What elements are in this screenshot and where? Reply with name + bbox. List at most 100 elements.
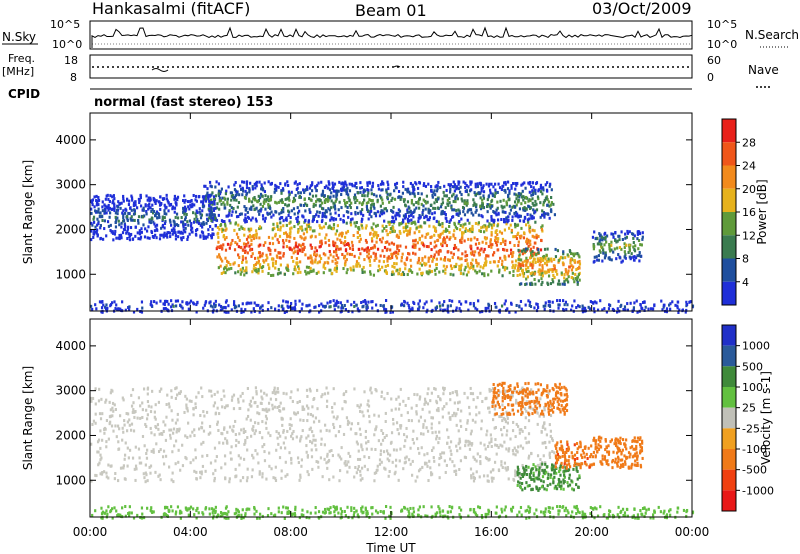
heatmap-cell — [548, 300, 551, 304]
heatmap-cell — [108, 211, 112, 215]
heatmap-cell — [537, 197, 540, 201]
heatmap-cell — [261, 304, 264, 308]
heatmap-cell — [501, 206, 504, 210]
heatmap-cell — [394, 458, 398, 462]
heatmap-cell — [185, 301, 189, 305]
heatmap-cell — [411, 270, 414, 274]
heatmap-cell — [427, 245, 430, 249]
heatmap-cell — [468, 405, 471, 409]
heatmap-cell — [100, 306, 104, 310]
heatmap-cell — [254, 429, 257, 433]
heatmap-cell — [636, 237, 639, 241]
heatmap-cell — [500, 304, 504, 308]
heatmap-cell — [248, 207, 251, 211]
heatmap-cell — [384, 419, 387, 423]
heatmap-cell — [146, 386, 150, 390]
heatmap-cell — [212, 207, 215, 211]
heatmap-cell — [541, 461, 544, 465]
heatmap-cell — [218, 227, 221, 231]
heatmap-cell — [523, 407, 527, 411]
heatmap-cell — [464, 186, 467, 190]
heatmap-cell — [244, 430, 247, 434]
heatmap-cell — [397, 478, 400, 482]
heatmap-cell — [434, 206, 437, 210]
heatmap-cell — [265, 197, 268, 201]
heatmap-cell — [410, 419, 413, 423]
heatmap-cell — [254, 207, 257, 211]
heatmap-cell — [381, 249, 384, 253]
heatmap-cell — [91, 198, 95, 202]
heatmap-cell — [403, 461, 406, 465]
heatmap-cell — [154, 470, 157, 474]
heatmap-cell — [204, 300, 208, 304]
heatmap-cell — [511, 429, 515, 433]
heatmap-cell — [267, 301, 270, 305]
heatmap-cell — [424, 400, 427, 404]
heatmap-cell — [476, 182, 479, 186]
heatmap-cell — [436, 206, 440, 210]
heatmap-cell — [442, 269, 445, 273]
heatmap-cell — [215, 218, 219, 222]
heatmap-cell — [108, 400, 111, 404]
heatmap-cell — [261, 397, 264, 401]
heatmap-cell — [281, 423, 284, 427]
heatmap-cell — [442, 258, 445, 262]
heatmap-cell — [380, 188, 383, 192]
heatmap-cell — [547, 274, 551, 278]
heatmap-cell — [304, 227, 307, 231]
heatmap-cell — [375, 471, 378, 475]
heatmap-cell — [150, 231, 154, 235]
heatmap-cell — [359, 433, 362, 437]
heatmap-cell — [425, 270, 428, 274]
heatmap-cell — [492, 218, 495, 222]
heatmap-cell — [528, 224, 531, 228]
heatmap-cell — [214, 468, 217, 472]
heatmap-cell — [529, 247, 533, 251]
heatmap-cell — [95, 307, 98, 311]
heatmap-cell — [535, 233, 538, 237]
heatmap-cell — [519, 444, 522, 448]
heatmap-cell — [608, 245, 611, 249]
heatmap-cell — [319, 456, 322, 460]
heatmap-cell — [492, 209, 495, 213]
heatmap-cell — [289, 417, 292, 421]
heatmap-cell — [528, 180, 532, 184]
heatmap-cell — [274, 187, 278, 191]
heatmap-cell — [638, 259, 641, 263]
heatmap-cell — [200, 200, 203, 204]
heatmap-cell — [581, 307, 584, 311]
heatmap-cell — [327, 181, 331, 185]
heatmap-cell — [569, 258, 572, 262]
heatmap-cell — [472, 304, 476, 308]
heatmap-cell — [382, 182, 385, 186]
heatmap-cell — [158, 473, 161, 477]
heatmap-cell — [226, 197, 229, 201]
heatmap-cell — [453, 265, 456, 269]
heatmap-cell — [229, 243, 232, 247]
heatmap-cell — [457, 429, 460, 433]
heatmap-cell — [126, 214, 129, 218]
heatmap-cell — [213, 446, 217, 450]
heatmap-cell — [162, 429, 165, 433]
heatmap-cell — [162, 215, 165, 219]
heatmap-cell — [220, 244, 223, 248]
heatmap-cell — [145, 408, 148, 412]
heatmap-cell — [321, 189, 325, 193]
heatmap-cell — [531, 189, 534, 193]
heatmap-cell — [112, 409, 115, 413]
heatmap-cell — [632, 236, 635, 240]
heatmap-cell — [631, 310, 634, 314]
heatmap-cell — [520, 307, 523, 311]
heatmap-cell — [225, 299, 228, 303]
heatmap-cell — [278, 456, 282, 460]
heatmap-cell — [479, 196, 482, 200]
heatmap-cell — [110, 424, 114, 428]
heatmap-cell — [386, 180, 389, 184]
heatmap-cell — [634, 256, 638, 260]
heatmap-cell — [213, 213, 216, 217]
heatmap-cell — [543, 307, 546, 311]
heatmap-cell — [402, 467, 405, 471]
heatmap-cell — [434, 198, 438, 202]
heatmap-cell — [517, 264, 520, 268]
heatmap-cell — [475, 270, 479, 274]
